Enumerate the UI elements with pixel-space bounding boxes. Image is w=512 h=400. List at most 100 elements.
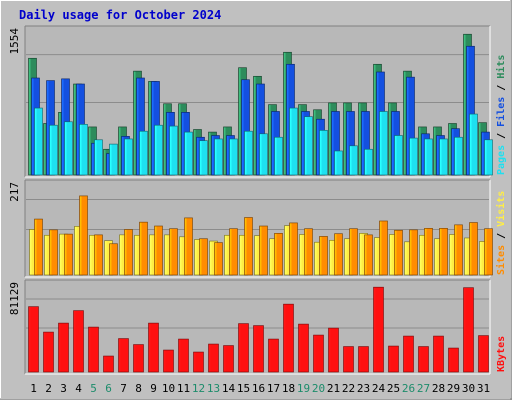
- top-bar-highlight: [80, 124, 82, 175]
- top-bar-highlight: [425, 139, 427, 175]
- top-bar-highlight: [179, 104, 181, 175]
- middle-bar-sites: [409, 229, 418, 276]
- top-bar-highlight: [125, 139, 127, 175]
- middle-bar-highlight: [75, 226, 77, 275]
- top-bar-highlight: [374, 64, 376, 175]
- top-bar-highlight: [140, 131, 142, 175]
- x-tick-label: 18: [282, 382, 295, 395]
- bottom-bar-highlight: [119, 339, 121, 372]
- bottom-bar-highlight: [449, 348, 451, 372]
- bottom-bar-kbytes: [193, 351, 204, 373]
- top-bar-highlight: [29, 58, 31, 175]
- x-tick-label: 29: [447, 382, 460, 395]
- x-tick-label: 28: [432, 382, 445, 395]
- top-bar-highlight: [314, 110, 316, 175]
- middle-bar-highlight: [225, 235, 227, 275]
- top-bar-pages: [229, 138, 238, 176]
- x-tick-label: 2: [45, 382, 52, 395]
- middle-bar-highlight: [215, 243, 217, 275]
- middle-bar-highlight: [200, 239, 202, 275]
- middle-bar-sites: [109, 243, 118, 276]
- top-bar-highlight: [152, 81, 154, 175]
- top-bar-highlight: [77, 84, 79, 175]
- bottom-bar-kbytes: [478, 335, 489, 373]
- top-bar-pages: [289, 107, 298, 176]
- middle-bar-highlight: [110, 244, 112, 275]
- bottom-bar-highlight: [209, 344, 211, 372]
- middle-bar-sites: [439, 228, 448, 276]
- top-bar-highlight: [89, 127, 91, 175]
- legend-pages: Pages: [496, 145, 507, 175]
- top-bar-pages: [214, 138, 223, 176]
- middle-bar-highlight: [95, 235, 97, 275]
- top-bar-pages: [169, 125, 178, 176]
- top-bar-pages: [439, 138, 448, 176]
- middle-bar-highlight: [180, 237, 182, 275]
- top-bar-pages: [454, 136, 463, 176]
- top-bar-pages: [304, 116, 313, 176]
- top-bar-highlight: [479, 123, 481, 175]
- bottom-bar-highlight: [374, 287, 376, 372]
- middle-bar-highlight: [315, 242, 317, 275]
- top-bar-highlight: [419, 127, 421, 175]
- bottom-bar-kbytes: [28, 306, 39, 373]
- x-tick-label: 26: [402, 382, 415, 395]
- top-bar-highlight: [329, 103, 331, 175]
- x-tick-label: 8: [135, 382, 142, 395]
- bottom-bar-highlight: [104, 356, 106, 372]
- top-bar-pages: [49, 124, 58, 176]
- x-tick-label: 23: [357, 382, 370, 395]
- middle-bar-sites: [259, 225, 268, 276]
- top-bar-highlight: [95, 140, 97, 175]
- middle-bar-highlight: [210, 241, 212, 275]
- middle-bar-highlight: [185, 218, 187, 275]
- bottom-bar-highlight: [314, 335, 316, 372]
- top-bar-highlight: [164, 104, 166, 175]
- bottom-bar-highlight: [254, 326, 256, 372]
- top-bar-highlight: [287, 64, 289, 175]
- middle-bar-highlight: [365, 235, 367, 275]
- top-bar-highlight: [62, 79, 64, 175]
- middle-bar-highlight: [30, 229, 32, 275]
- x-tick-label: 30: [462, 382, 475, 395]
- top-bar-highlight: [467, 46, 469, 175]
- top-bar-highlight: [284, 52, 286, 175]
- top-bar-highlight: [434, 127, 436, 175]
- bottom-bar-kbytes: [178, 338, 189, 373]
- middle-bar-sites: [424, 228, 433, 276]
- top-bar-pages: [244, 130, 253, 176]
- top-bar-pages: [79, 124, 88, 176]
- middle-bar-sites: [244, 217, 253, 276]
- bottom-bar-kbytes: [343, 346, 354, 373]
- x-tick-label: 24: [372, 382, 386, 395]
- top-bar-highlight: [389, 103, 391, 175]
- middle-bar-highlight: [65, 234, 67, 275]
- bottom-bar-kbytes: [148, 322, 159, 373]
- legend-files: Files: [495, 97, 507, 127]
- middle-bar-sites: [454, 224, 463, 276]
- middle-bar-highlight: [260, 226, 262, 275]
- bottom-bar-highlight: [149, 323, 151, 372]
- middle-bar-sites: [304, 228, 313, 276]
- middle-bar-highlight: [405, 242, 407, 275]
- middle-bar-sites: [484, 228, 493, 276]
- top-bar-pages: [124, 138, 133, 176]
- middle-bar-sites: [214, 242, 223, 276]
- top-bar-highlight: [185, 132, 187, 175]
- middle-bar-sites: [184, 217, 193, 276]
- x-tick-label: 13: [207, 382, 220, 395]
- top-bar-highlight: [242, 80, 244, 175]
- top-bar-highlight: [167, 112, 169, 175]
- top-bar-highlight: [119, 127, 121, 175]
- top-bar-pages: [334, 150, 343, 176]
- bottom-bar-highlight: [434, 336, 436, 372]
- bottom-bar-kbytes: [373, 286, 384, 373]
- middle-bar-highlight: [35, 219, 37, 275]
- top-bar-highlight: [44, 123, 46, 175]
- bottom-bar-kbytes: [133, 344, 144, 373]
- top-bar-pages: [34, 107, 43, 176]
- x-tick-label: 16: [252, 382, 265, 395]
- legend-hits: Hits: [495, 55, 507, 79]
- x-tick-label: 3: [60, 382, 67, 395]
- top-bar-highlight: [470, 114, 472, 175]
